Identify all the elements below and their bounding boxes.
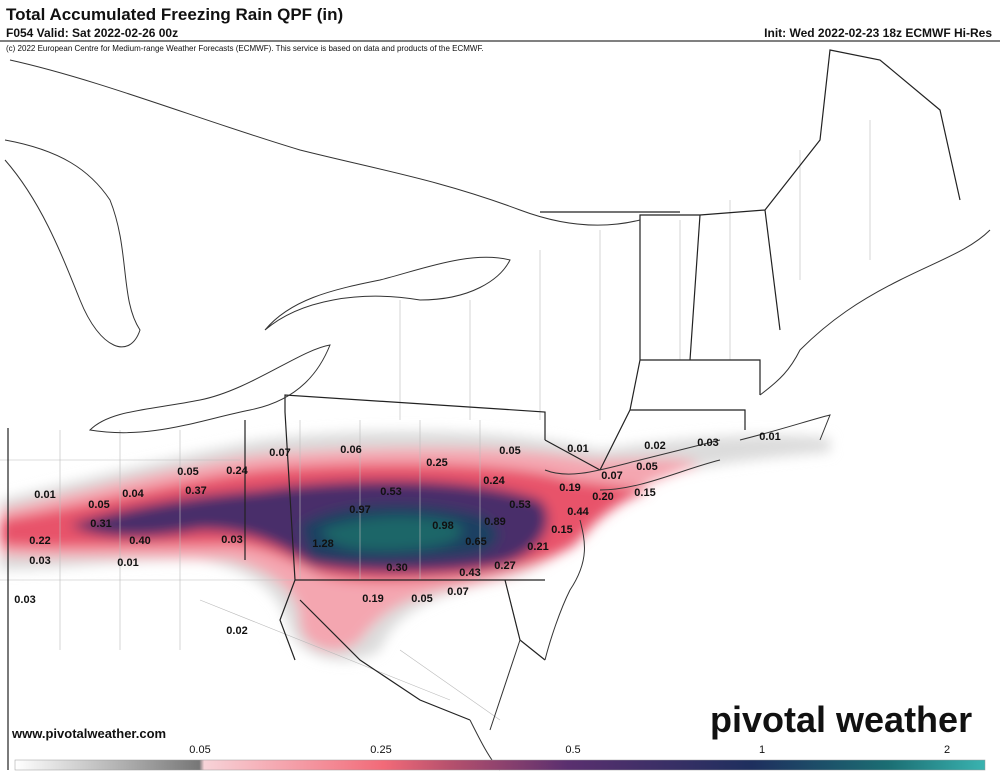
value-label: 0.22 (29, 535, 50, 547)
coastlines (4, 59, 991, 771)
value-label: 0.31 (90, 518, 111, 530)
colorbar-tick-label: 0.5 (565, 744, 580, 756)
value-label: 0.03 (14, 594, 35, 606)
brand-backing (707, 698, 997, 742)
value-label: 0.06 (340, 444, 361, 456)
value-label: 0.19 (362, 593, 383, 605)
copyright: (c) 2022 European Centre for Medium-rang… (6, 44, 484, 53)
value-label: 0.15 (551, 524, 572, 536)
value-label: 0.05 (411, 593, 432, 605)
value-label: 0.30 (386, 562, 407, 574)
precip-field (0, 431, 830, 661)
value-label: 0.53 (509, 499, 530, 511)
url: www.pivotalweather.com (11, 726, 166, 741)
value-label: 0.27 (494, 560, 515, 572)
value-label: 0.20 (592, 491, 613, 503)
value-label: 0.01 (567, 443, 588, 455)
colorbar-ticks: 0.05 0.25 0.5 1 2 (189, 744, 950, 756)
value-label: 0.02 (644, 440, 665, 452)
value-label: 0.24 (226, 465, 248, 477)
value-label: 0.40 (129, 535, 150, 547)
colorbar-tick-label: 2 (944, 744, 950, 756)
init-time: Init: Wed 2022-02-23 18z ECMWF Hi-Res (764, 26, 992, 40)
brand: pivotal weather (710, 699, 972, 740)
value-label: 0.01 (759, 431, 780, 443)
value-label: 0.43 (459, 567, 480, 579)
county-lines (0, 120, 871, 721)
value-label: 0.98 (432, 520, 453, 532)
value-label: 0.03 (221, 534, 242, 546)
value-label: 0.05 (177, 466, 198, 478)
value-label: 0.37 (185, 485, 206, 497)
value-label: 0.07 (269, 447, 290, 459)
colorbar-tick-label: 0.25 (370, 744, 391, 756)
value-label: 0.89 (484, 516, 505, 528)
value-label: 0.65 (465, 536, 486, 548)
value-label: 0.01 (34, 489, 55, 501)
value-label: 0.25 (426, 457, 447, 469)
value-label: 0.05 (499, 445, 520, 457)
colorbar-tick-label: 1 (759, 744, 765, 756)
value-label: 0.02 (226, 625, 247, 637)
value-label: 0.05 (88, 499, 109, 511)
colorbar (14, 759, 986, 771)
title: Total Accumulated Freezing Rain QPF (in) (6, 5, 343, 24)
state-borders (7, 49, 961, 770)
value-label: 0.04 (122, 488, 144, 500)
value-labels: 0.07 0.06 0.25 0.05 0.01 0.02 0.03 0.01 0.05 0.24… (14, 431, 780, 637)
value-label: 0.24 (483, 475, 505, 487)
value-label: 0.07 (601, 470, 622, 482)
value-label: 0.53 (380, 486, 401, 498)
value-label: 0.07 (447, 586, 468, 598)
value-label: 0.19 (559, 482, 580, 494)
value-label: 0.21 (527, 541, 548, 553)
valid-time: F054 Valid: Sat 2022-02-26 00z (6, 26, 178, 40)
value-label: 0.01 (117, 557, 138, 569)
value-label: 0.05 (636, 461, 657, 473)
value-label: 0.15 (634, 487, 655, 499)
value-label: 0.03 (697, 437, 718, 449)
value-label: 0.44 (567, 506, 589, 518)
colorbar-tick-label: 0.05 (189, 744, 210, 756)
value-label: 1.28 (312, 538, 333, 550)
value-label: 0.97 (349, 504, 370, 516)
value-label: 0.03 (29, 555, 50, 567)
